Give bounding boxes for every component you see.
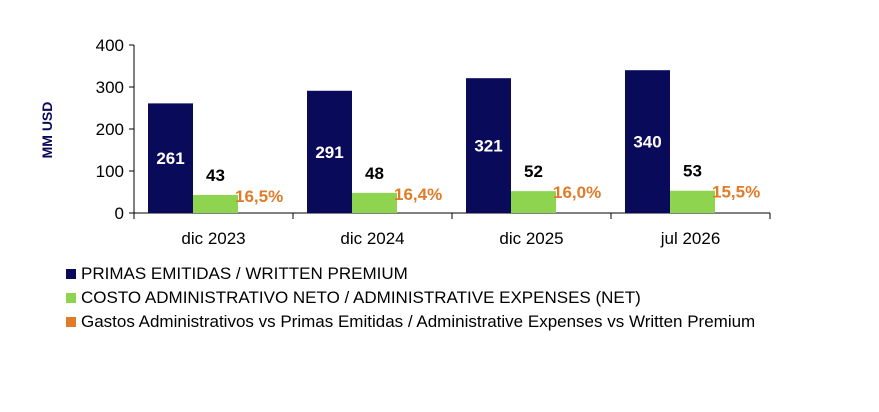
data-label-written-premium: 321	[474, 137, 502, 156]
legend-item-administrative-expenses: COSTO ADMINISTRATIVO NETO / ADMINISTRATI…	[66, 286, 755, 310]
y-tick-label: 100	[96, 162, 124, 181]
x-tick-label: jul 2026	[660, 229, 721, 248]
data-label-expense-ratio: 16,5%	[235, 187, 283, 206]
bar-written-premium	[466, 78, 511, 214]
bars	[148, 70, 715, 214]
x-tick-label: dic 2023	[181, 229, 245, 248]
legend-swatch-expense-ratio	[66, 317, 76, 327]
y-tick-label: 400	[96, 36, 124, 55]
x-tick-label: dic 2025	[499, 229, 563, 248]
data-label-expense-ratio: 16,0%	[553, 183, 601, 202]
data-label-written-premium: 261	[156, 149, 184, 168]
bar-written-premium	[307, 90, 352, 213]
data-label-expense-ratio: 16,4%	[394, 185, 442, 204]
data-label-written-premium: 291	[315, 143, 343, 162]
legend-swatch-written-premium	[66, 269, 76, 279]
data-label-written-premium: 340	[633, 133, 661, 152]
legend-label-written-premium: PRIMAS EMITIDAS / WRITTEN PREMIUM	[81, 264, 408, 283]
data-label-expense-ratio: 15,5%	[712, 183, 760, 202]
bar-administrative-expenses	[670, 190, 715, 213]
y-tick-label: 300	[96, 78, 124, 97]
x-tick-label: dic 2024	[340, 229, 404, 248]
y-tick-label: 0	[115, 204, 124, 223]
legend-label-administrative-expenses: COSTO ADMINISTRATIVO NETO / ADMINISTRATI…	[81, 288, 641, 307]
data-label-administrative-expenses: 43	[206, 166, 225, 185]
legend-swatch-administrative-expenses	[66, 293, 76, 303]
data-label-administrative-expenses: 52	[524, 162, 543, 181]
bar-administrative-expenses	[352, 192, 397, 213]
bar-written-premium	[148, 103, 193, 213]
x-axis: dic 2023 dic 2024 dic 2025 jul 2026	[133, 212, 771, 248]
y-tick-label: 200	[96, 120, 124, 139]
data-label-administrative-expenses: 48	[365, 164, 384, 183]
data-label-administrative-expenses: 53	[683, 162, 702, 181]
bar-written-premium	[625, 70, 670, 213]
data-labels: 261 43 16,5% 291 48 16,4% 321 52 16,0% 340 53 15,5%	[156, 133, 760, 206]
legend-item-expense-ratio: Gastos Administrativos vs Primas Emitida…	[66, 310, 755, 334]
bar-administrative-expenses	[511, 191, 556, 213]
y-axis: 0 100 200 300 400	[96, 36, 135, 223]
y-axis-label: MM USD	[39, 102, 55, 159]
bar-administrative-expenses	[193, 194, 238, 213]
legend-label-expense-ratio: Gastos Administrativos vs Primas Emitida…	[81, 312, 756, 331]
legend-item-written-premium: PRIMAS EMITIDAS / WRITTEN PREMIUM	[66, 262, 755, 286]
legend: PRIMAS EMITIDAS / WRITTEN PREMIUM COSTO …	[66, 262, 755, 334]
